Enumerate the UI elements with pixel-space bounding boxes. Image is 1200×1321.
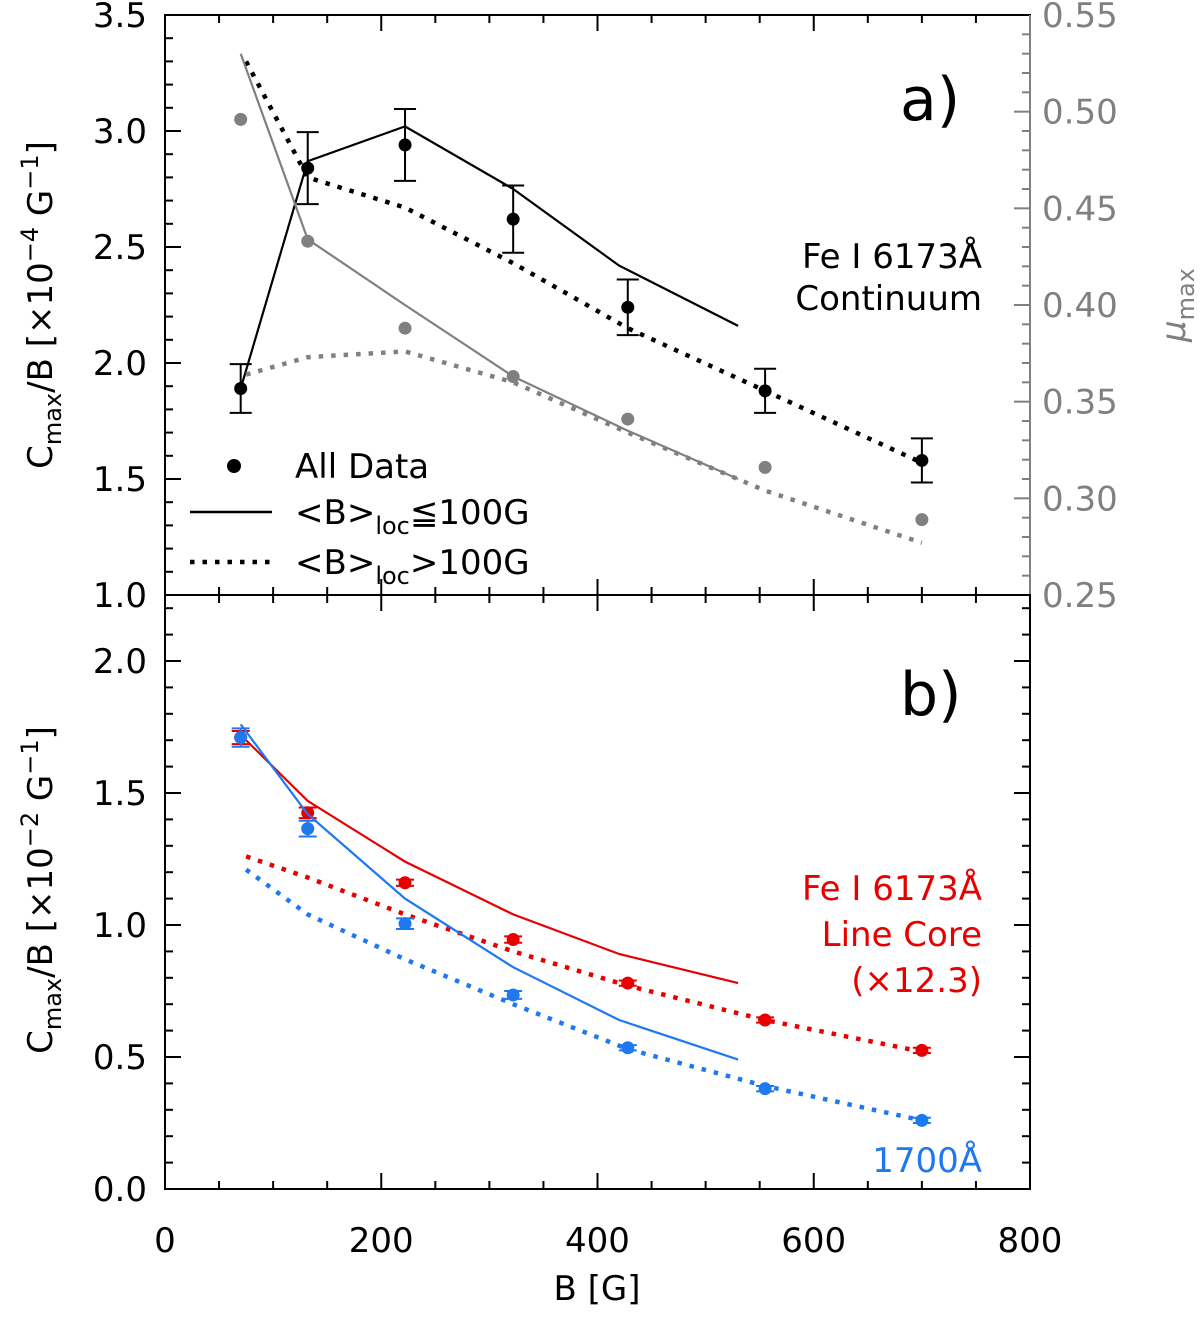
panel-a-series-all-data-point [915,453,929,467]
panel-a-y2-tick-label: 0.30 [1042,479,1118,519]
panel-a-annotation-line-2: Continuum [795,279,982,319]
panel-a-series-max-all-data-point [234,112,248,126]
panel-a-annotation: Fe I 6173Å Continuum [795,236,982,319]
panel-b-annotation-red: Fe I 6173Å Line Core (×12.3) [802,868,982,1001]
panel-a-tag: a) [900,65,960,135]
legend: All Data <B>loc≦100G <B>loc>100G [190,447,530,590]
panel-b-series-1700-all-data-point [398,917,412,931]
panel-a-y2-axis-title: μmax [1154,268,1200,343]
panel-a-annotation-line-1: Fe I 6173Å [802,236,982,277]
legend-solid-post: ≦100G [410,493,530,533]
panel-a-y2-tick-label: 0.50 [1042,93,1118,133]
panel-b-series-1700-b-loc-100g-line [244,867,923,1123]
legend-dotted-post: >100G [410,543,530,583]
panel-a-y2-tick-label: 0.55 [1042,0,1118,36]
blue-annotation: 1700Å [872,1140,982,1181]
panel-a-y2-tick-label: 0.35 [1042,383,1118,423]
panel-a-y-tick-label: 1.5 [93,460,147,500]
panel-a-y-tick-label: 2.0 [93,344,147,384]
x-axis-title: B [G] [553,1269,640,1309]
legend-solid-pre: <B> [295,493,375,533]
panel-a-series-all-data-point [234,382,248,396]
panel-a: 1.0 1.5 2.0 2.5 3.0 3.5 0.25 0.30 0.35 0.40 0.45 0.… [16,0,1200,616]
legend-label-all-data: All Data [295,447,429,487]
panel-a-series-b-loc-100g-line [244,60,923,465]
panel-a-series-all-data-point [398,138,412,152]
panel-b-series-1700-all-data-point [506,988,520,1002]
panel-b-series-1700-b-loc-100g-line [239,723,739,1061]
panel-a-series-max-b-loc-100g-line [239,53,739,481]
panel-b-y-tick-label: 2.0 [93,642,147,682]
legend-dotted-pre: <B> [295,543,375,583]
panel-a-y-tick-label: 3.5 [93,0,147,36]
legend-dotted-sub: loc [375,562,410,590]
x-tick-label: 400 [565,1221,630,1261]
legend-label-solid: <B>loc≦100G [295,493,530,540]
panel-a-series-all-data-point [506,212,520,226]
panel-b-series-fe-i-6173-line-core-12-3-all-data-point [506,933,520,947]
panel-b-y-axis-title: Cmax/B [×10−2 G−1] [16,726,67,1054]
x-tick-label: 800 [998,1221,1063,1261]
panel-a-series-max-all-data-point [301,234,315,248]
panel-b-y-tick-label: 0.0 [93,1170,147,1210]
panel-a-y-axis-title: Cmax/B [×10−4 G−1] [16,141,67,469]
panel-b-series-1700-all-data-point [301,822,315,836]
panel-b-series-fe-i-6173-line-core-12-3-b-loc-100g-line [239,734,739,985]
panel-a-series-max-all-data-point [915,513,929,527]
x-tick-label: 0 [154,1221,176,1261]
legend-dot-marker [227,459,241,473]
panel-a-y-tick-label: 1.0 [93,576,147,616]
panel-a-y-tick-label: 3.0 [93,112,147,152]
panel-b-series-fe-i-6173-line-core-12-3-b-loc-100g-line [245,854,923,1054]
panel-a-series-b-loc-100g-line [239,125,739,389]
panel-a-y2-tick-label: 0.45 [1042,189,1118,229]
legend-solid-sub: loc [375,512,410,540]
panel-b-y-tick-label: 0.5 [93,1038,147,1078]
panel-b-frame [164,594,1031,1190]
panel-b-series-fe-i-6173-line-core-12-3-all-data-point [758,1013,772,1027]
panel-b-y-tick-label: 1.5 [93,774,147,814]
panel-a-series-max-all-data-point [398,321,412,335]
panel-a-series-max-all-data-point [758,460,772,474]
panel-b-series-1700-all-data-point [234,731,248,745]
panel-a-series-all-data-point [621,300,635,314]
panel-a-y2-tick-label: 0.25 [1042,576,1118,616]
panel-a-series-max-all-data-point [621,412,635,426]
red-annotation-line-3: (×12.3) [851,961,982,1001]
panel-b-tag: b) [900,660,962,730]
panel-b-series-1700-all-data-point [758,1082,772,1096]
legend-label-dotted: <B>loc>100G [295,543,530,590]
red-annotation-line-1: Fe I 6173Å [802,868,982,909]
panel-a-series-max-b-loc-100g-line [245,349,923,545]
panel-b-series-fe-i-6173-line-core-12-3-all-data-point [398,876,412,890]
panel-a-y2-tick-label: 0.40 [1042,286,1118,326]
panel-b-y-tick-label: 1.0 [93,906,147,946]
panel-b: 0 200 400 600 800 0.0 0.5 1.0 1.5 2.0 b) Fe I 617… [16,594,1063,1309]
red-annotation-line-2: Line Core [822,915,982,955]
panel-a-y-tick-label: 2.5 [93,228,147,268]
x-tick-label: 200 [349,1221,414,1261]
x-tick-label: 600 [781,1221,846,1261]
